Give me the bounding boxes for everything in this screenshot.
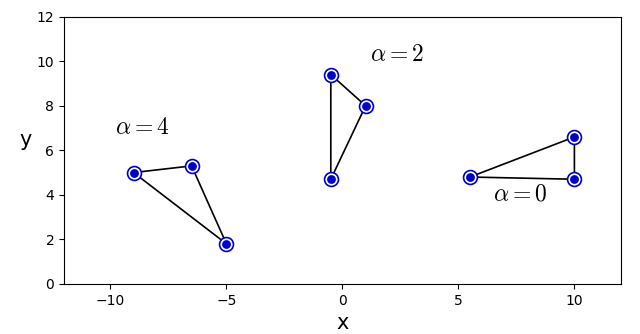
Point bbox=[569, 177, 579, 182]
Point bbox=[326, 177, 336, 182]
Point bbox=[360, 103, 371, 109]
Point bbox=[569, 134, 579, 140]
Point bbox=[360, 103, 371, 109]
Point bbox=[186, 163, 196, 169]
Point bbox=[221, 241, 232, 246]
Point bbox=[569, 134, 579, 140]
Text: $\alpha = 0$: $\alpha = 0$ bbox=[493, 182, 548, 206]
Point bbox=[129, 170, 139, 175]
Point bbox=[465, 174, 475, 180]
Point bbox=[326, 177, 336, 182]
Y-axis label: y: y bbox=[19, 130, 32, 150]
Point bbox=[186, 163, 196, 169]
Point bbox=[569, 177, 579, 182]
Point bbox=[326, 72, 336, 77]
Text: $\alpha = 4$: $\alpha = 4$ bbox=[115, 115, 170, 139]
X-axis label: x: x bbox=[336, 313, 349, 333]
Text: $\alpha = 2$: $\alpha = 2$ bbox=[370, 42, 424, 66]
Point bbox=[129, 170, 139, 175]
Point bbox=[326, 72, 336, 77]
Point bbox=[221, 241, 232, 246]
Point bbox=[465, 174, 475, 180]
